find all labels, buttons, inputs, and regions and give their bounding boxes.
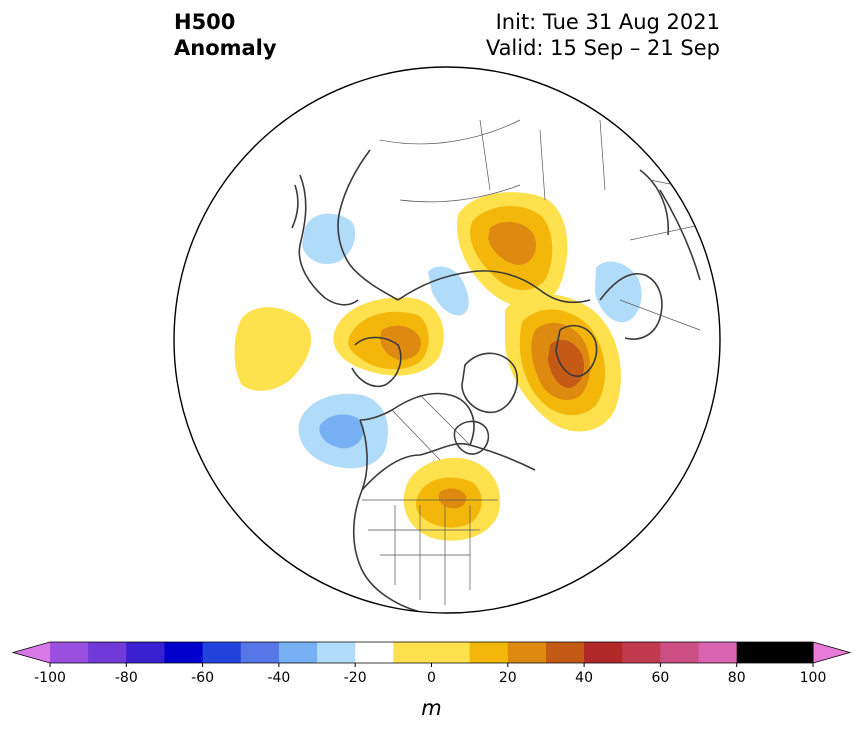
init-date: Init: Tue 31 Aug 2021 bbox=[495, 10, 720, 34]
positive-anomaly-scandinavia bbox=[505, 293, 622, 432]
colorbar-segment bbox=[240, 642, 280, 663]
colorbar-extend-low bbox=[13, 642, 50, 663]
positive-anomaly-ne-pacific bbox=[234, 307, 312, 391]
colorbar-tick-label: 100 bbox=[800, 670, 827, 686]
colorbar-tick-label: 0 bbox=[427, 670, 436, 686]
colorbar-tick-label: -60 bbox=[191, 670, 214, 686]
negative-anomaly-central-asia bbox=[595, 261, 642, 323]
colorbar-segment bbox=[584, 642, 623, 663]
positive-anomaly-kara-sea bbox=[457, 192, 568, 307]
colorbar-unit-label: m bbox=[421, 696, 441, 720]
colorbar-segment bbox=[469, 642, 509, 663]
colorbar-segment bbox=[622, 642, 661, 663]
alaska-coast bbox=[351, 336, 402, 387]
colorbar-segment bbox=[126, 642, 165, 663]
colorbar-segment bbox=[660, 642, 700, 663]
colorbar-segment bbox=[317, 642, 356, 663]
scandinavia-coast bbox=[555, 324, 598, 377]
colorbar-tick-label: 40 bbox=[575, 670, 593, 686]
colorbar-tick-label: 80 bbox=[728, 670, 746, 686]
colorbar-segment bbox=[355, 642, 394, 663]
map-title: H500 Anomaly bbox=[174, 9, 277, 61]
colorbar-segment bbox=[507, 642, 547, 663]
colorbar-segment bbox=[278, 642, 318, 663]
colorbar-segment bbox=[545, 642, 585, 663]
colorbar-tick-label: -40 bbox=[267, 670, 290, 686]
mediterranean-coast bbox=[639, 169, 701, 281]
colorbar: -100 -80 -60 -40 -20 0 20 40 60 80 100 m bbox=[11, 641, 852, 720]
north-america-coast bbox=[352, 392, 536, 613]
colorbar-segment bbox=[50, 642, 89, 663]
map-boundary bbox=[173, 66, 721, 614]
europe-coast bbox=[599, 273, 663, 340]
colorbar-tick-label: -80 bbox=[115, 670, 138, 686]
colorbar-tick-label: 60 bbox=[651, 670, 669, 686]
colorbar-segment bbox=[88, 642, 127, 663]
colorbar-segment bbox=[393, 642, 471, 663]
east-asia-coast bbox=[298, 174, 359, 306]
negative-anomaly-east-asia bbox=[302, 213, 356, 265]
negative-anomaly-western-canada bbox=[298, 393, 389, 469]
japan-coast bbox=[291, 184, 299, 229]
colorbar-extend-high bbox=[813, 642, 850, 663]
eurasia-north-coast bbox=[337, 149, 591, 304]
political-borders bbox=[362, 119, 701, 605]
map-title-line2: Anomaly bbox=[174, 36, 277, 60]
colorbar-segment bbox=[698, 642, 738, 663]
coastlines bbox=[291, 119, 701, 613]
colorbar-segment bbox=[774, 642, 814, 663]
hudson-bay-coast bbox=[453, 420, 490, 455]
map-background bbox=[174, 67, 720, 613]
positive-anomaly-central-us bbox=[403, 457, 501, 541]
colorbar-segment bbox=[202, 642, 242, 663]
valid-range: Valid: 15 Sep – 21 Sep bbox=[485, 36, 720, 60]
anomaly-shading bbox=[234, 192, 642, 541]
greenland-coast bbox=[461, 352, 519, 414]
colorbar-tick-label: -20 bbox=[344, 670, 367, 686]
colorbar-tick-label: 20 bbox=[499, 670, 517, 686]
map-title-line1: H500 bbox=[174, 10, 236, 34]
colorbar-segment bbox=[164, 642, 204, 663]
colorbar-tick-label: -100 bbox=[34, 670, 66, 686]
colorbar-segment bbox=[736, 642, 776, 663]
forecast-dates: Init: Tue 31 Aug 2021 Valid: 15 Sep – 21… bbox=[486, 9, 720, 61]
